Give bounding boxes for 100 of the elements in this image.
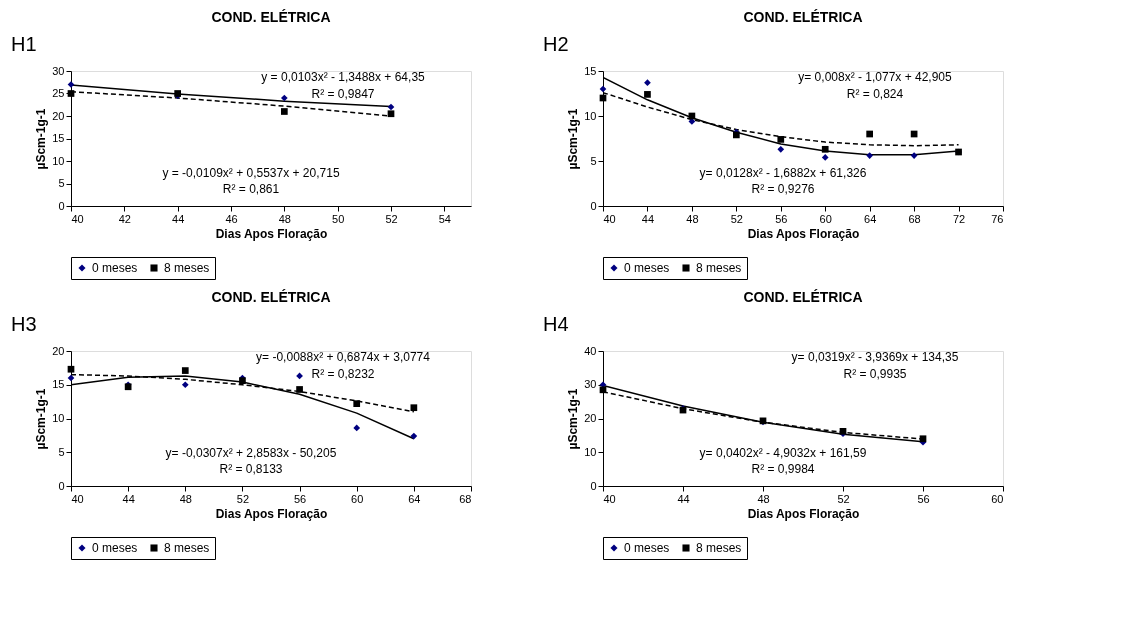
- x-tick-label: 48: [179, 492, 192, 505]
- annotation: R² = 0,9276: [751, 182, 815, 197]
- y-axis-title: µScm-1g-1: [566, 388, 581, 450]
- x-tick-label: 76: [991, 212, 1004, 225]
- x-tick-label: 64: [408, 492, 421, 505]
- x-axis-title: Dias Apos Floração: [747, 506, 860, 521]
- x-tick-label: 60: [991, 492, 1004, 505]
- y-tick-label: 30: [584, 378, 597, 391]
- point: [599, 85, 607, 93]
- legend-label: 8 meses: [696, 261, 742, 275]
- y-tick-label: 15: [584, 64, 597, 77]
- text: H1: [11, 32, 37, 55]
- y-tick-label: 10: [52, 412, 65, 424]
- annotation: y = 0,0103x² - 1,3488x + 64,35: [261, 70, 426, 85]
- chart-title: COND. ELÉTRICA: [743, 288, 863, 305]
- point: [866, 152, 874, 159]
- x-tick-label: 48: [686, 212, 699, 225]
- annotation: R² = 0,9935: [843, 366, 907, 381]
- point: [644, 79, 651, 87]
- legend-label: 0 meses: [92, 541, 138, 555]
- y-tick-label: 20: [584, 412, 597, 424]
- annotation: R² = 0,861: [222, 182, 280, 197]
- legend-label: 8 meses: [696, 541, 742, 555]
- x-tick-label: 68: [908, 212, 921, 225]
- y-tick-label: 5: [590, 154, 597, 167]
- y-tick-label: 10: [584, 445, 597, 458]
- annotation: R² = 0,8133: [219, 462, 283, 477]
- point: [866, 130, 874, 138]
- x-tick-label: 48: [278, 212, 291, 225]
- chart-title: COND. ELÉTRICA: [211, 8, 331, 25]
- y-tick-label: 0: [590, 479, 597, 492]
- annotation: R² = 0,8232: [311, 366, 375, 381]
- y-tick-label: 0: [590, 199, 597, 212]
- y-tick-label: 0: [58, 479, 65, 492]
- y-tick-label: 10: [52, 154, 65, 167]
- x-tick-label: 56: [775, 212, 788, 225]
- text: H3: [11, 312, 37, 335]
- point: [821, 145, 829, 153]
- x-tick-label: 44: [122, 492, 135, 505]
- point: [387, 110, 395, 118]
- x-tick-label: 56: [293, 492, 307, 505]
- x-tick-label: 46: [225, 212, 238, 225]
- annotation: R² = 0,824: [846, 86, 904, 101]
- y-tick-label: 0: [58, 199, 65, 212]
- x-tick-label: 50: [332, 212, 345, 225]
- annotation: y= -0,0307x² + 2,8583x - 50,205: [165, 446, 337, 461]
- x-tick-label: 68: [459, 492, 472, 505]
- point: [910, 152, 918, 159]
- point: [777, 136, 785, 143]
- legend-label: 0 meses: [92, 261, 138, 275]
- point: [777, 145, 785, 153]
- chart-title: COND. ELÉTRICA: [211, 288, 331, 305]
- x-tick-label: 72: [952, 212, 966, 225]
- x-tick-label: 40: [71, 492, 84, 505]
- x-tick-label: 60: [819, 212, 832, 225]
- annotation: R² = 0,9847: [311, 86, 375, 101]
- point: [688, 118, 696, 125]
- x-tick-label: 40: [603, 492, 616, 505]
- text: H2: [543, 32, 569, 55]
- y-axis-title: µScm-1g-1: [34, 388, 49, 450]
- point: [387, 103, 395, 111]
- annotation: y= 0,0319x² - 3,9369x + 134,35: [791, 350, 959, 365]
- legend-label: 8 meses: [164, 261, 210, 275]
- x-tick-label: 48: [757, 492, 770, 505]
- point: [644, 91, 651, 98]
- annotation: R² = 0,9984: [751, 462, 815, 477]
- y-tick-label: 25: [52, 87, 65, 99]
- point: [280, 94, 288, 102]
- x-tick-label: 42: [118, 212, 131, 225]
- x-tick-label: 40: [71, 212, 84, 225]
- y-tick-label: 40: [584, 344, 597, 357]
- y-axis-title: µScm-1g-1: [34, 108, 49, 170]
- x-tick-label: 52: [837, 492, 850, 505]
- y-tick-label: 15: [52, 378, 65, 391]
- x-tick-label: 52: [730, 212, 743, 225]
- legend-label: 0 meses: [624, 261, 670, 275]
- x-tick-label: 44: [677, 492, 690, 505]
- x-tick-label: 40: [603, 212, 616, 225]
- x-tick-label: 60: [351, 492, 364, 505]
- text: H4: [543, 312, 569, 335]
- y-tick-label: 5: [58, 445, 65, 458]
- annotation: y= 0,0128x² - 1,6882x + 61,326: [699, 166, 867, 181]
- x-tick-label: 44: [172, 212, 185, 225]
- point: [280, 108, 288, 115]
- x-tick-label: 44: [641, 212, 655, 225]
- annotation: y= -0,0088x² + 0,6874x + 3,0774: [256, 350, 431, 365]
- y-tick-label: 20: [52, 344, 65, 357]
- point: [821, 154, 829, 161]
- y-tick-label: 5: [58, 177, 65, 189]
- y-tick-label: 20: [52, 109, 65, 122]
- chart-title: COND. ELÉTRICA: [743, 8, 863, 25]
- y-tick-label: 10: [584, 109, 597, 122]
- x-tick-label: 64: [864, 212, 877, 225]
- x-axis-title: Dias Apos Floração: [747, 226, 860, 241]
- x-tick-label: 52: [236, 492, 250, 505]
- y-axis-title: µScm-1g-1: [566, 108, 581, 170]
- x-tick-label: 54: [438, 212, 451, 225]
- x-tick-label: 52: [385, 212, 398, 225]
- x-tick-label: 56: [917, 492, 930, 505]
- legend-label: 8 meses: [164, 541, 210, 555]
